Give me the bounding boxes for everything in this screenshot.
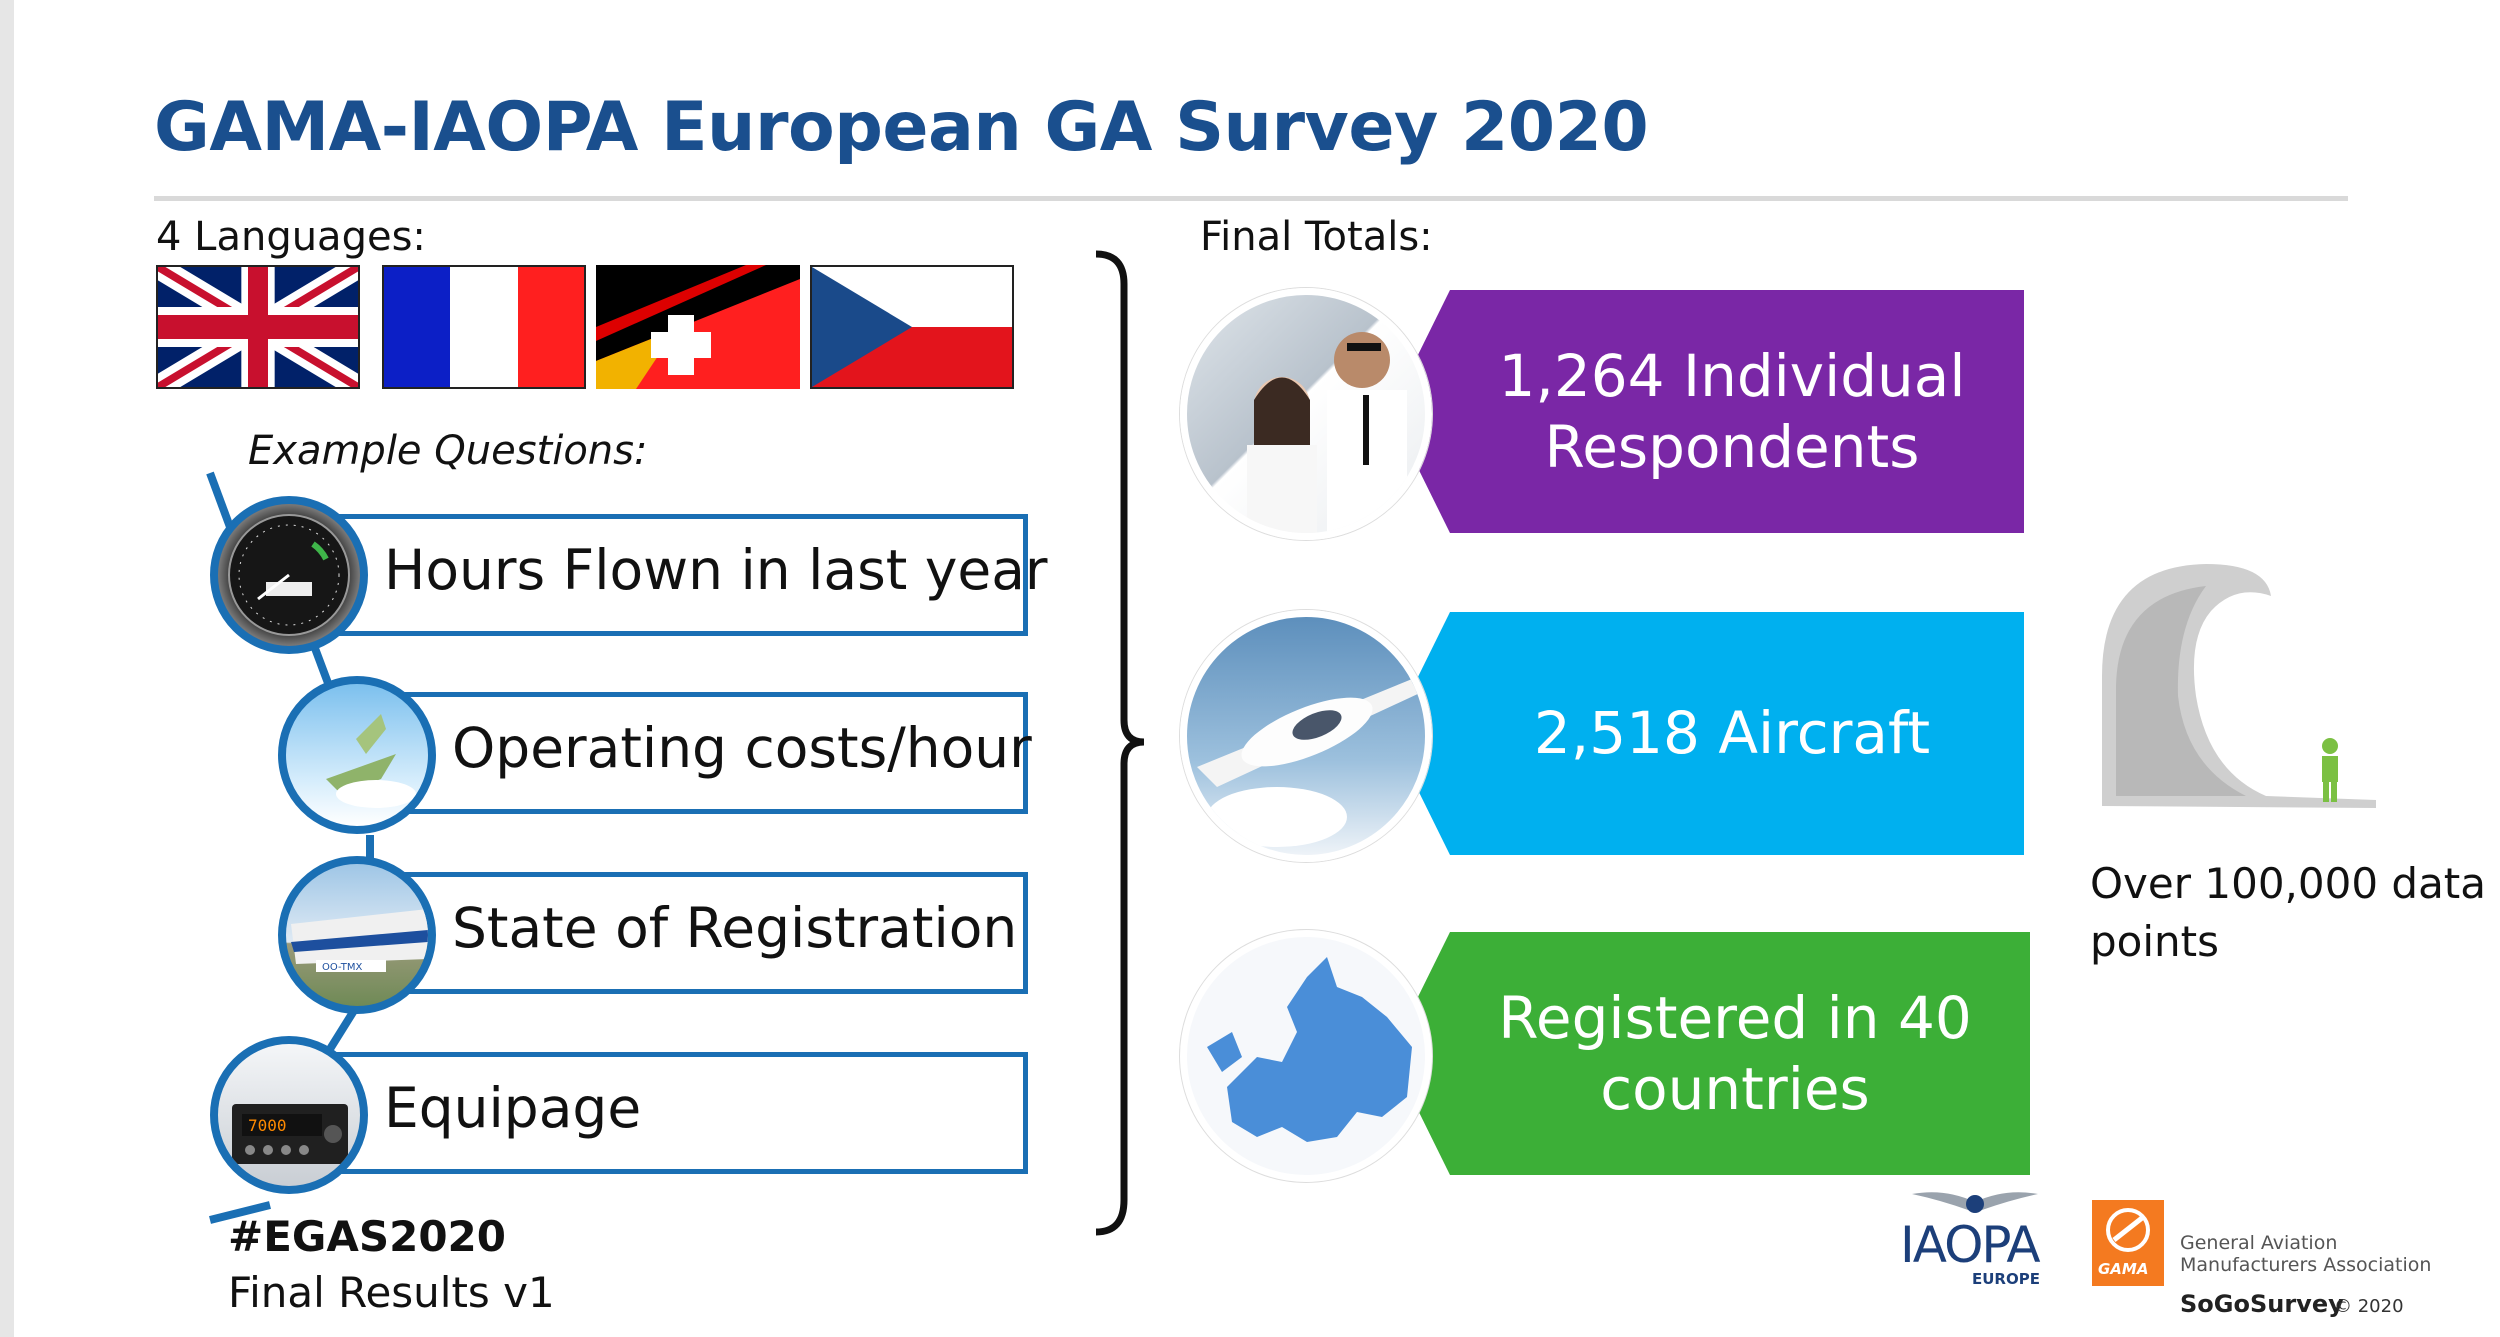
pilots-photo [1180, 288, 1432, 540]
iaopa-wordmark: IAOPA [1900, 1216, 2041, 1274]
aircraft-banner [1390, 612, 2024, 855]
money-plane-icon [278, 676, 436, 834]
iaopa-wings-icon [1912, 1192, 2038, 1213]
france-flag [382, 265, 586, 389]
iaopa-subtitle: EUROPE [1972, 1270, 2040, 1288]
sogosurvey-logo: SoGoSurvey [2180, 1290, 2344, 1318]
gama-name-line1: General Aviation [2180, 1232, 2338, 1254]
left-edge-strip [0, 0, 14, 1337]
version-label: Final Results v1 [228, 1268, 555, 1317]
gama-emblem-icon [2106, 1208, 2150, 1252]
total-line-2: countries [1600, 1054, 1870, 1123]
total-line-1: Registered in 40 [1498, 983, 1972, 1052]
copyright: © 2020 [2334, 1296, 2404, 1317]
question-label: Operating costs/hour [452, 716, 1032, 780]
avionics-icon: 7000 [210, 1036, 368, 1194]
svg-text:7000: 7000 [248, 1116, 287, 1135]
question-box-equipage [300, 1052, 1028, 1174]
europe-map [1180, 930, 1432, 1182]
data-points-caption: Over 100,000 data points [2090, 859, 2487, 966]
languages-label: 4 Languages: [156, 214, 426, 260]
registered-aircraft-icon: OO-TMX [278, 856, 436, 1014]
example-questions-label: Example Questions: [248, 428, 648, 474]
question-label: Hours Flown in last year [384, 538, 1048, 602]
data-wave-illustration [2096, 556, 2380, 812]
question-box-costs [370, 692, 1028, 814]
countries-banner [1390, 932, 2030, 1175]
iaopa-logo: IAOPA EUROPE [1900, 1186, 2050, 1288]
title-divider [154, 196, 2348, 201]
gama-wordmark: GAMA [2098, 1260, 2149, 1278]
germany-switzerland-flag [596, 265, 800, 389]
hashtag: #EGAS2020 [228, 1212, 507, 1261]
respondents-banner [1390, 290, 2024, 533]
respondents-total: 1,264 Individual Respondents [1440, 290, 2024, 533]
aircraft-photo [1180, 610, 1432, 862]
svg-text:OO-TMX: OO-TMX [322, 962, 362, 973]
final-totals-label: Final Totals: [1200, 214, 1433, 260]
question-label: State of Registration [452, 896, 1018, 960]
total-line-2: Respondents [1544, 412, 1920, 481]
question-box-hours [300, 514, 1028, 636]
uk-flag [156, 265, 360, 389]
countries-total: Registered in 40 countries [1440, 932, 2030, 1175]
gama-name: General Aviation Manufacturers Associati… [2180, 1232, 2431, 1276]
hour-meter-icon [210, 496, 368, 654]
gama-name-line2: Manufacturers Association [2180, 1254, 2432, 1276]
total-line-1: 2,518 Aircraft [1533, 699, 1931, 768]
aircraft-total: 2,518 Aircraft [1440, 612, 2024, 855]
total-line-1: 1,264 Individual [1498, 341, 1966, 410]
slide-title: GAMA-IAOPA European GA Survey 2020 [154, 88, 1649, 167]
bracket [1095, 250, 1145, 1236]
czech-flag [810, 265, 1014, 389]
question-label: Equipage [384, 1076, 642, 1140]
question-box-registration [370, 872, 1028, 994]
gama-logo: GAMA [2092, 1200, 2164, 1286]
